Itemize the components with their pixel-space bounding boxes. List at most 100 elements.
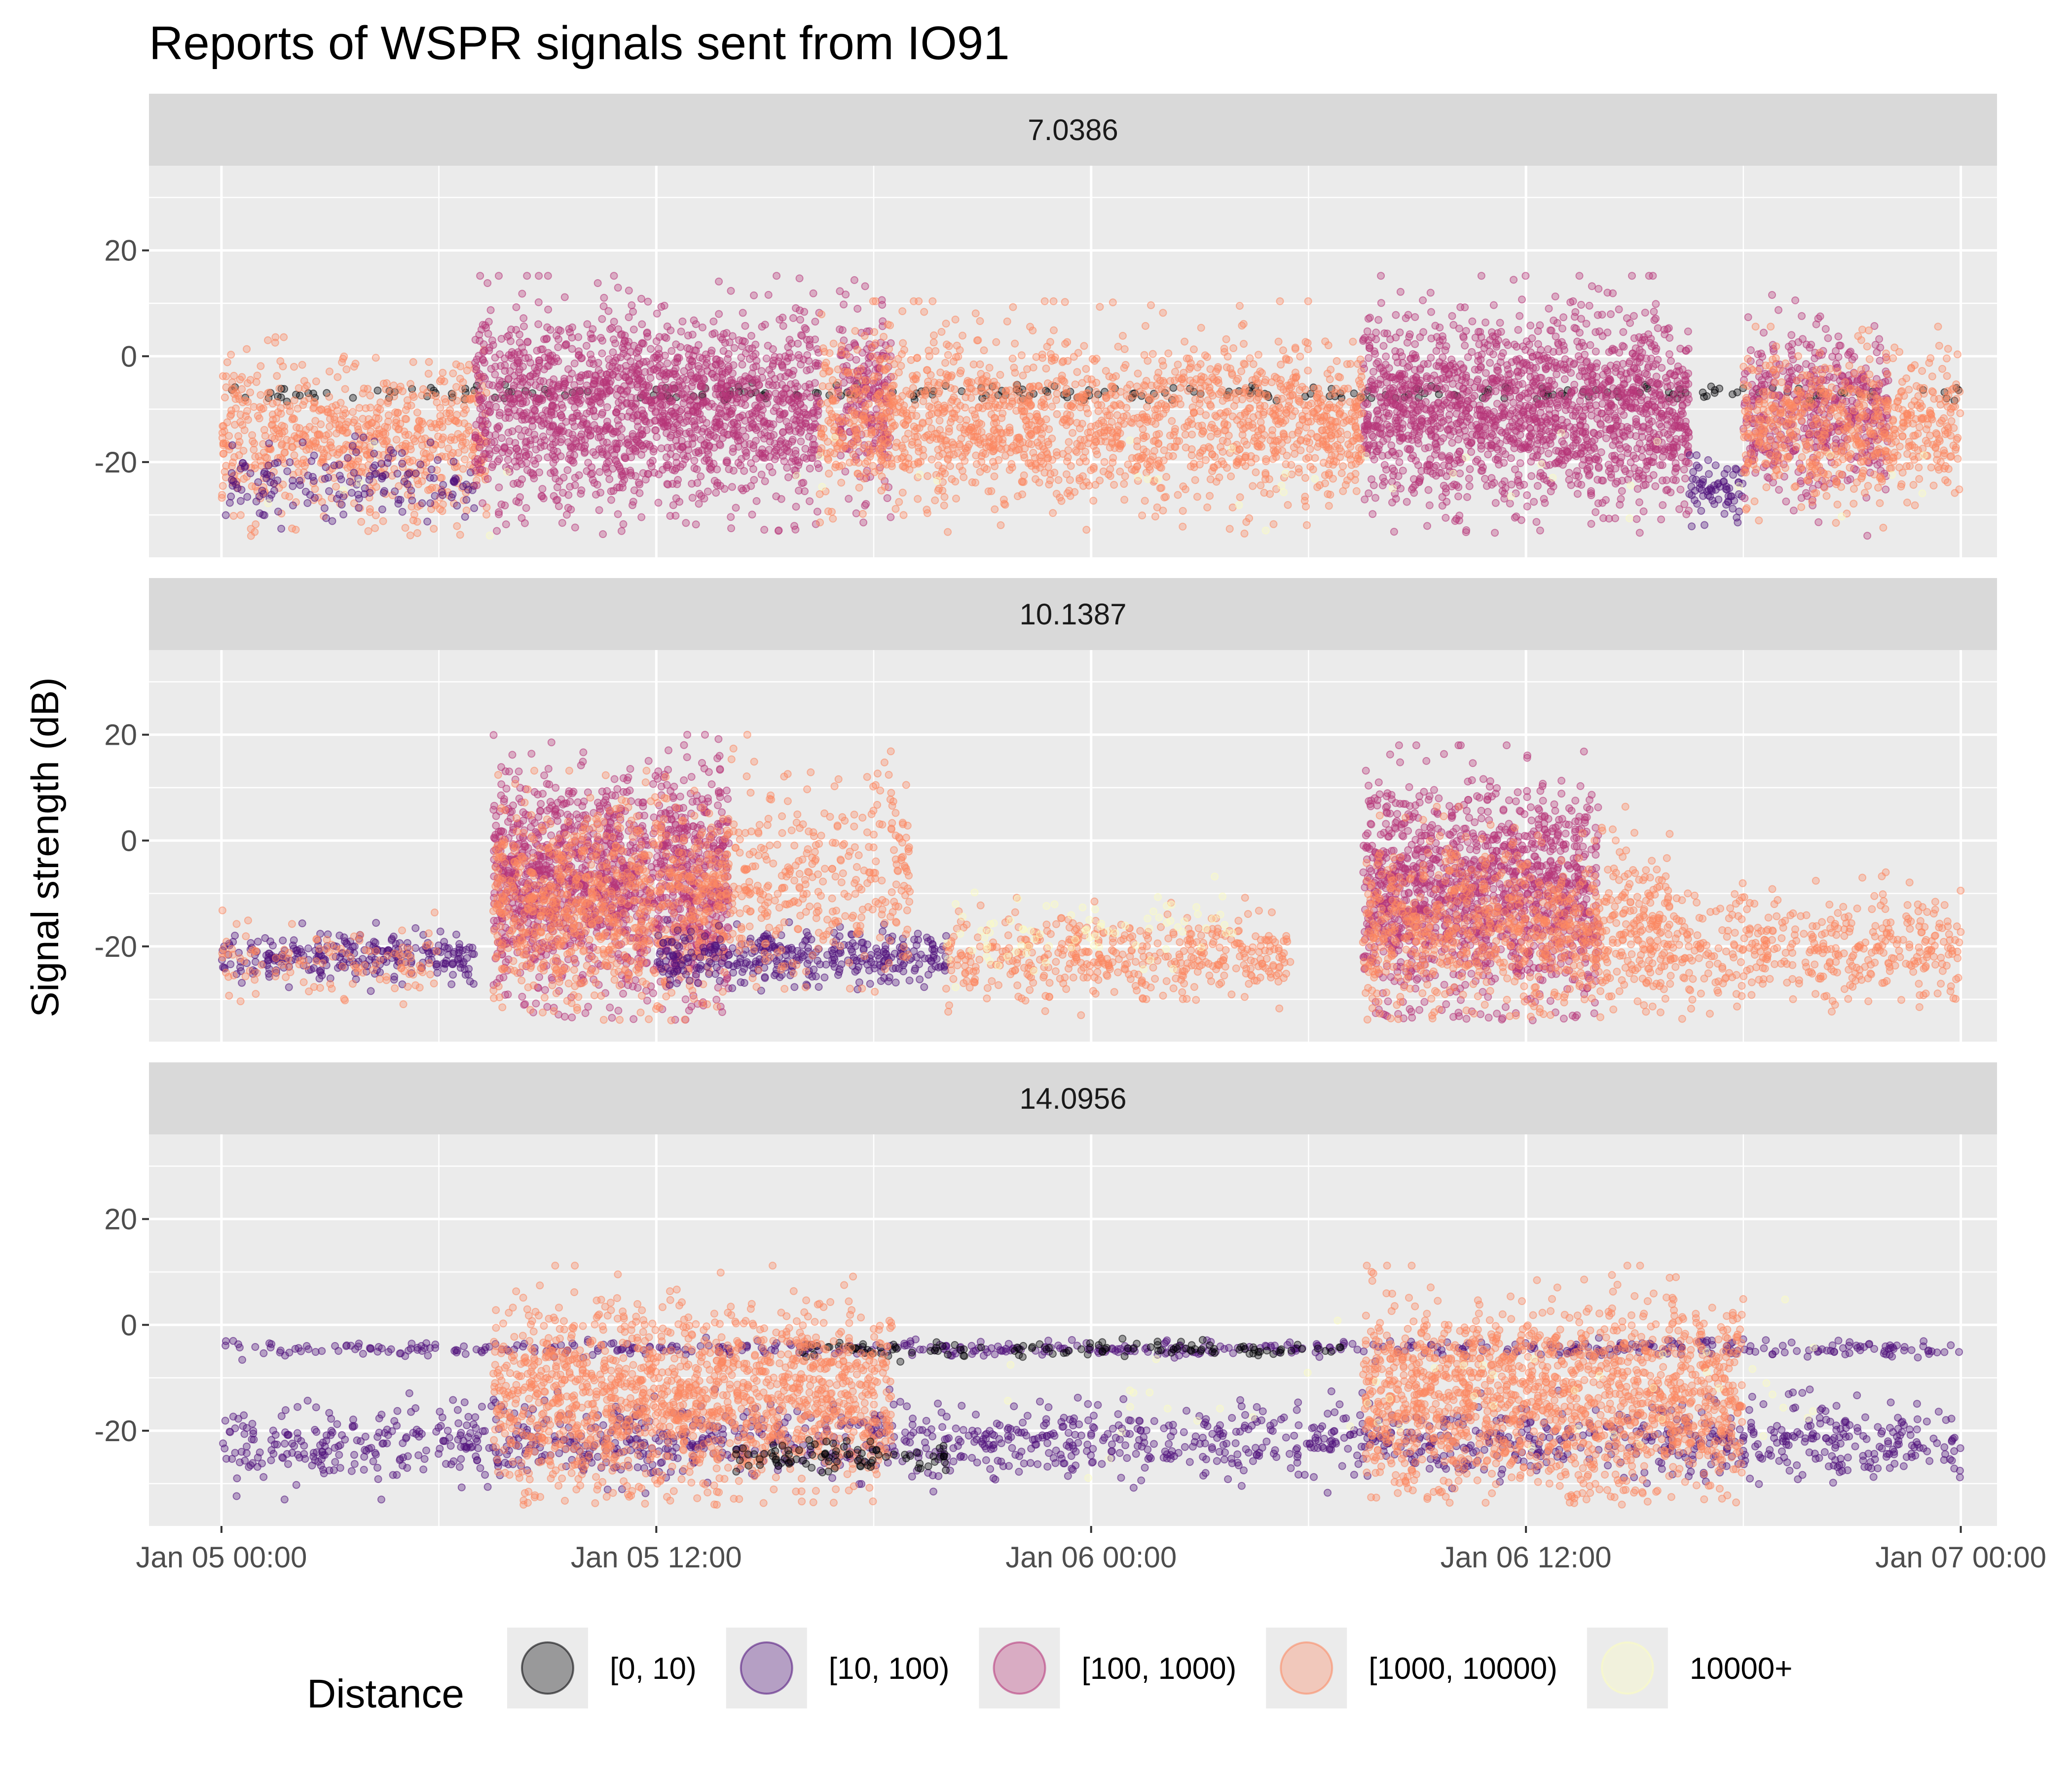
data-point [425,370,432,377]
data-point [587,360,593,366]
data-point [723,459,730,466]
data-point [536,360,543,366]
data-point [1255,385,1262,392]
data-point [920,398,927,405]
data-point [590,449,596,456]
data-point [1011,340,1018,347]
data-point [1021,390,1028,397]
data-point [728,288,735,294]
data-point [716,358,723,364]
data-point [602,466,609,472]
data-point [947,463,954,470]
data-point [663,334,670,341]
data-point [1060,377,1067,384]
data-point [440,481,446,488]
data-point [806,381,813,388]
data-point [677,446,684,453]
data-point [394,470,401,477]
data-point [1008,461,1015,468]
data-point [969,479,976,486]
data-point [650,448,657,455]
data-point [565,492,572,499]
data-point [609,363,616,370]
data-point [1120,413,1127,420]
data-point [1278,396,1285,402]
data-point [663,454,670,461]
data-point [1120,480,1127,487]
data-point [516,458,523,465]
data-point [1206,492,1213,499]
data-point [342,386,349,393]
data-point [537,418,544,425]
data-point [1546,305,1553,312]
data-point [1261,489,1268,496]
data-point [511,406,518,413]
data-point [775,358,782,365]
data-point [902,435,909,442]
data-point [1197,390,1204,397]
data-point [577,434,584,440]
data-point [746,391,753,398]
data-point [674,422,681,429]
data-point [453,523,460,530]
data-point [1302,474,1309,481]
data-point [496,409,503,416]
data-point [325,431,332,437]
data-point [710,318,717,325]
data-point [565,366,572,373]
data-point [706,465,713,472]
data-point [821,362,828,369]
data-point [584,321,591,327]
data-point [1002,387,1009,394]
data-point [1058,498,1065,505]
data-point [1019,478,1026,485]
data-point [518,290,525,297]
data-point [956,441,963,448]
data-point [397,497,404,504]
data-point [371,462,378,469]
data-point [853,510,860,517]
data-point [774,444,780,451]
data-point [1015,434,1022,441]
data-point [520,323,527,330]
data-point [1115,343,1122,350]
data-point [991,420,998,427]
data-point [712,489,719,496]
data-point [1295,427,1302,434]
data-point [236,438,243,445]
data-point [1507,500,1514,507]
data-point [762,478,769,485]
data-point [1143,377,1150,384]
data-point [656,350,663,357]
data-point [427,474,434,481]
data-point [505,376,512,383]
data-point [1107,466,1113,472]
data-point [340,511,347,518]
data-point [861,332,868,339]
data-point [1636,499,1643,506]
data-point [414,530,421,537]
data-point [683,386,690,393]
data-point [1080,342,1087,349]
data-point [1018,352,1025,359]
data-point [643,393,650,399]
data-point [412,470,419,477]
data-point [262,454,269,461]
data-point [703,420,710,427]
data-point [463,497,470,504]
data-point [1159,309,1166,316]
data-point [269,421,276,428]
data-point [924,367,931,374]
data-point [599,531,606,538]
data-point [899,308,906,315]
data-point [1389,499,1396,506]
data-point [839,327,846,333]
data-point [804,336,811,343]
data-point [848,407,855,414]
data-point [761,429,768,436]
data-point [693,521,700,528]
data-point [1404,499,1410,506]
data-point [449,491,456,498]
data-point [570,435,577,442]
data-point [1144,358,1151,364]
